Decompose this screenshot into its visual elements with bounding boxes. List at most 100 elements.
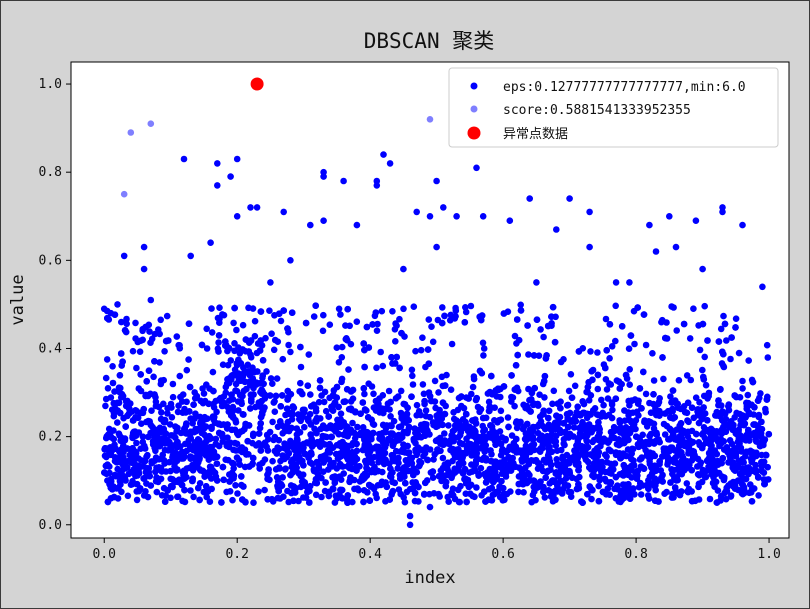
data-point (508, 372, 515, 379)
data-point (732, 324, 739, 331)
data-point (656, 458, 663, 465)
data-point (246, 463, 253, 470)
data-point (607, 479, 614, 486)
data-point (247, 204, 254, 211)
y-tick-label: 0.6 (39, 253, 62, 268)
data-point (151, 391, 158, 398)
data-point (169, 393, 177, 401)
data-point (313, 428, 320, 435)
data-point (596, 473, 603, 481)
data-point (446, 440, 453, 448)
data-point (234, 490, 241, 497)
data-point (515, 480, 523, 488)
data-point (584, 410, 591, 418)
data-point (108, 406, 116, 414)
data-point (618, 451, 625, 459)
data-point (389, 452, 397, 459)
data-point (467, 441, 475, 448)
data-point (296, 415, 303, 423)
data-point (544, 322, 552, 330)
data-point (453, 417, 460, 424)
data-point (349, 419, 356, 427)
data-point (276, 495, 284, 502)
data-point (240, 364, 247, 371)
data-point (158, 436, 166, 444)
data-point (554, 460, 561, 467)
data-point (491, 417, 498, 424)
data-point (392, 338, 399, 345)
data-point (223, 425, 231, 432)
data-point (322, 407, 330, 415)
data-point (554, 417, 562, 425)
data-point (191, 415, 198, 422)
data-point (735, 457, 743, 465)
data-point (107, 394, 115, 401)
data-point (297, 343, 304, 351)
data-point (274, 338, 282, 346)
data-point (151, 358, 158, 365)
data-point (498, 470, 506, 478)
data-point (265, 466, 272, 473)
data-point (696, 399, 703, 406)
data-point (263, 431, 271, 439)
data-point (284, 325, 291, 332)
data-point (107, 309, 115, 317)
data-point (367, 483, 375, 490)
data-point (267, 375, 275, 382)
data-point (595, 419, 602, 426)
data-point (187, 435, 194, 442)
data-point (308, 403, 315, 410)
data-point (700, 424, 708, 431)
data-point (646, 221, 653, 229)
data-point (279, 452, 286, 459)
points-layer (100, 77, 773, 529)
data-point (439, 421, 446, 429)
data-point (603, 347, 610, 354)
data-point (633, 433, 640, 441)
data-point (605, 380, 613, 387)
data-point (631, 491, 638, 498)
data-point (675, 377, 683, 384)
data-point (338, 354, 346, 361)
data-point (156, 359, 163, 366)
data-point (253, 368, 261, 375)
data-point (621, 488, 628, 495)
data-point (676, 434, 683, 442)
data-point (239, 346, 246, 353)
data-point (266, 476, 273, 484)
data-point (511, 386, 519, 393)
data-point (547, 461, 555, 469)
data-point (638, 405, 645, 412)
data-point (456, 498, 464, 506)
data-point (651, 497, 659, 505)
data-point (594, 349, 601, 356)
data-point (133, 480, 141, 488)
data-point (283, 405, 291, 413)
data-point (346, 461, 353, 468)
data-point (700, 373, 707, 381)
data-point (492, 441, 499, 449)
data-point (619, 481, 627, 488)
data-point (132, 319, 139, 327)
data-point (753, 449, 760, 457)
data-point (540, 488, 547, 496)
data-point (337, 476, 345, 484)
data-point (475, 472, 483, 479)
data-point (142, 323, 149, 331)
data-point (406, 521, 414, 529)
data-point (311, 440, 318, 448)
data-point (355, 486, 362, 494)
data-point (424, 346, 432, 353)
data-point (468, 468, 476, 475)
data-point (140, 405, 147, 413)
data-point (268, 330, 275, 338)
data-point (214, 314, 222, 322)
data-point (426, 503, 434, 511)
data-point (533, 480, 540, 488)
data-point (544, 452, 552, 459)
data-point (717, 458, 724, 466)
data-point (543, 352, 550, 359)
data-point (393, 353, 401, 361)
data-point (701, 410, 709, 417)
data-point (295, 470, 303, 477)
